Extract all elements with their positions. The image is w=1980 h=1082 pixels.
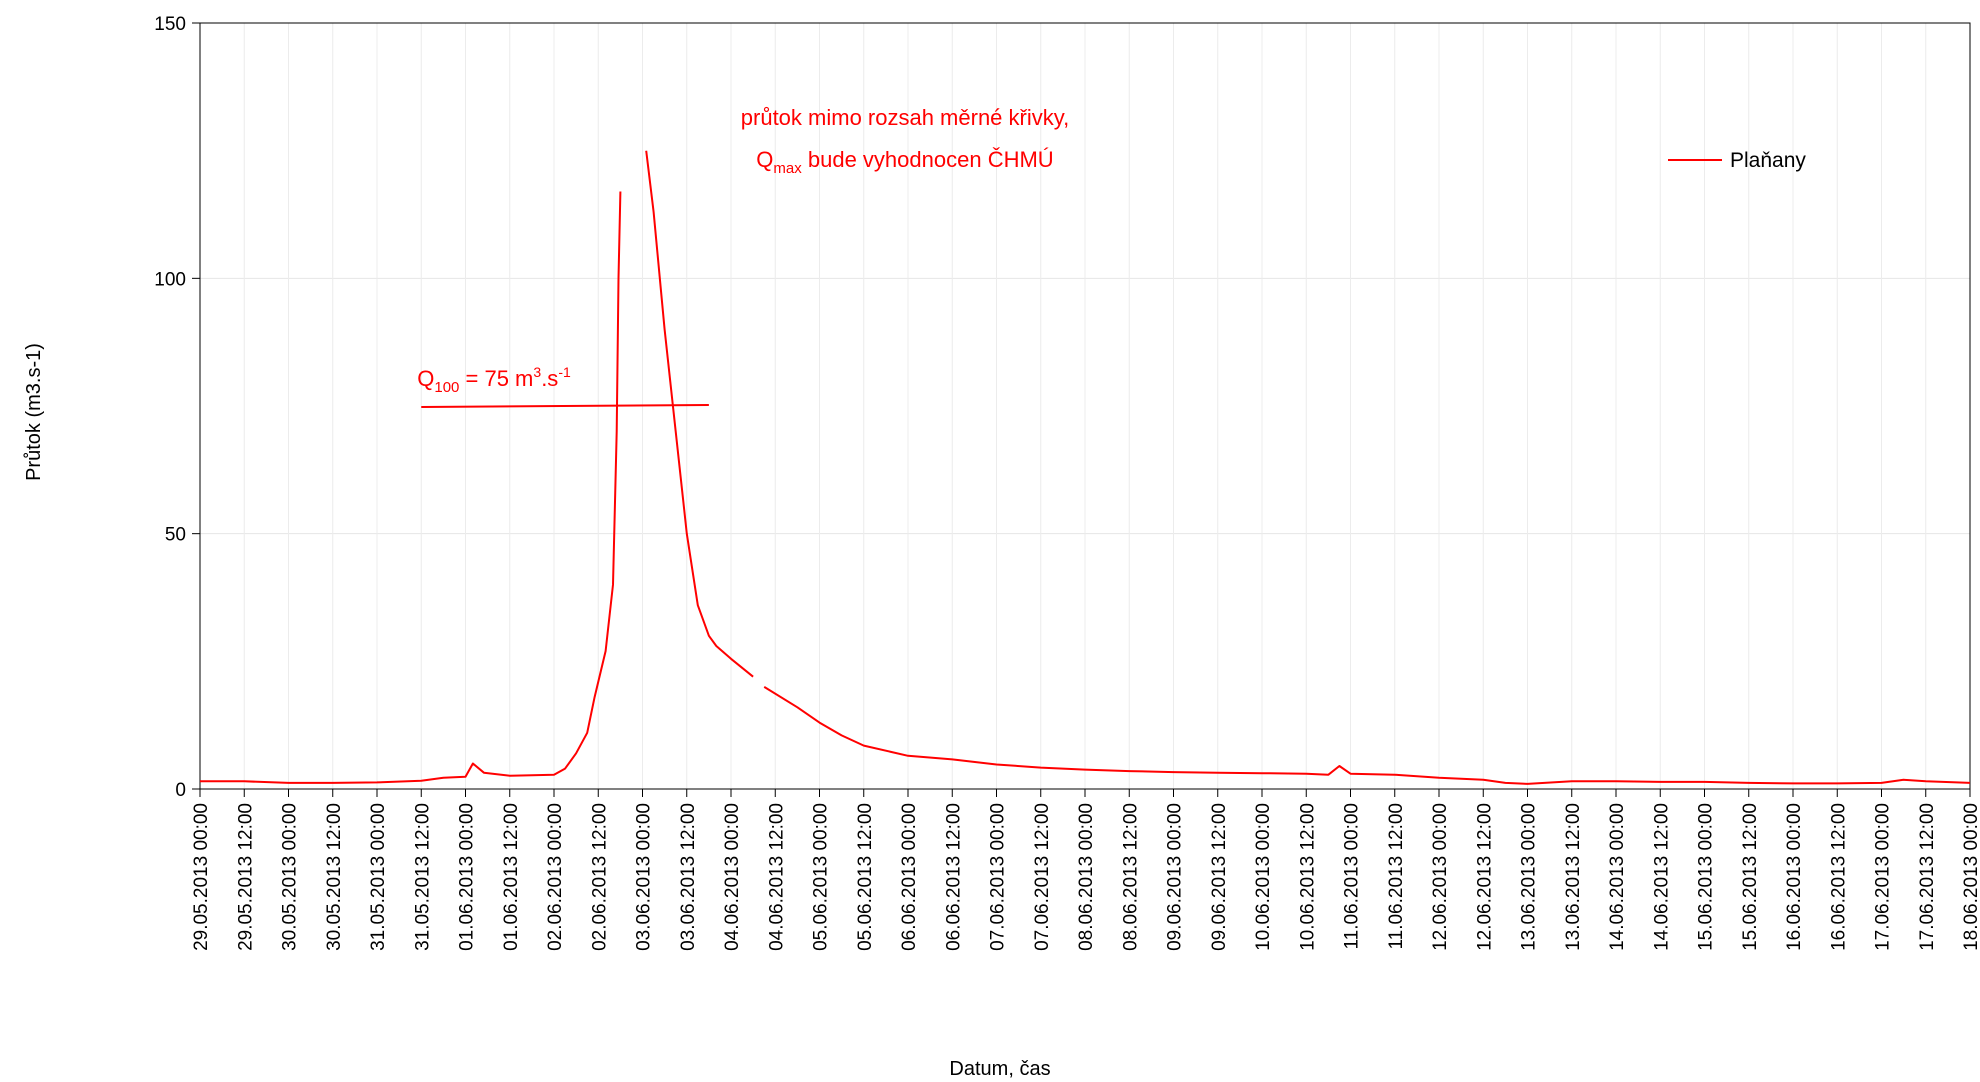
annotations: Q100 = 75 m3.s-1 průtok mimo rozsah měrn…	[417, 105, 1069, 408]
x-tick-label: 14.06.2013 00:00	[1607, 803, 1628, 951]
x-tick-label: 29.05.2013 00:00	[191, 803, 212, 951]
y-axis-ticks: 0 50 100 150	[154, 14, 200, 801]
x-tick-label: 29.05.2013 12:00	[235, 803, 256, 951]
x-tick-label: 09.06.2013 00:00	[1165, 803, 1186, 951]
x-tick-label: 15.06.2013 00:00	[1696, 803, 1717, 951]
y-tick-label: 50	[165, 525, 186, 546]
legend: Plaňany	[1668, 149, 1806, 172]
x-tick-label: 18.06.2013 00:00	[1961, 803, 1980, 951]
x-tick-label: 05.06.2013 12:00	[855, 803, 876, 951]
note-line-2: Qmax bude vyhodnocen ČHMÚ	[756, 147, 1053, 177]
x-tick-label: 10.06.2013 00:00	[1253, 803, 1274, 951]
x-tick-label: 09.06.2013 12:00	[1209, 803, 1230, 951]
x-tick-label: 03.06.2013 00:00	[634, 803, 655, 951]
x-axis-title: Datum, čas	[949, 1058, 1050, 1080]
series-layer	[200, 150, 1971, 785]
x-tick-label: 04.06.2013 00:00	[722, 803, 743, 951]
x-tick-label: 02.06.2013 12:00	[589, 803, 610, 951]
series-line-segment	[645, 150, 754, 678]
x-tick-label: 16.06.2013 00:00	[1784, 803, 1805, 951]
x-tick-label: 07.06.2013 00:00	[988, 803, 1009, 951]
x-tick-label: 10.06.2013 12:00	[1297, 803, 1318, 951]
x-tick-label: 31.05.2013 00:00	[368, 803, 389, 951]
y-axis-title: Průtok (m3.s-1)	[23, 343, 45, 481]
x-tick-label: 30.05.2013 12:00	[324, 803, 345, 951]
x-tick-label: 12.06.2013 12:00	[1474, 803, 1495, 951]
x-tick-label: 15.06.2013 12:00	[1740, 803, 1761, 951]
x-tick-label: 08.06.2013 00:00	[1076, 803, 1097, 951]
x-tick-label: 05.06.2013 00:00	[811, 803, 832, 951]
note-line-1: průtok mimo rozsah měrné křivky,	[741, 105, 1069, 130]
x-tick-label: 02.06.2013 00:00	[545, 803, 566, 951]
q100-label: Q100 = 75 m3.s-1	[417, 364, 571, 396]
x-tick-label: 30.05.2013 00:00	[280, 803, 301, 951]
q100-line	[421, 404, 709, 408]
series-line-segment	[763, 686, 1971, 785]
x-tick-label: 11.06.2013 00:00	[1342, 803, 1363, 950]
x-tick-label: 06.06.2013 12:00	[943, 803, 964, 951]
x-tick-label: 13.06.2013 00:00	[1519, 803, 1540, 951]
y-tick-label: 100	[154, 269, 186, 290]
legend-label: Plaňany	[1730, 149, 1806, 172]
x-tick-label: 03.06.2013 12:00	[678, 803, 699, 951]
x-tick-label: 16.06.2013 12:00	[1828, 803, 1849, 951]
x-tick-label: 01.06.2013 00:00	[457, 803, 478, 951]
x-tick-label: 17.06.2013 12:00	[1917, 803, 1938, 951]
x-tick-label: 17.06.2013 00:00	[1873, 803, 1894, 951]
x-tick-label: 14.06.2013 12:00	[1651, 803, 1672, 951]
x-tick-label: 31.05.2013 12:00	[412, 803, 433, 951]
x-tick-label: 06.06.2013 00:00	[899, 803, 920, 951]
x-tick-label: 07.06.2013 12:00	[1032, 803, 1053, 951]
y-tick-label: 0	[175, 780, 186, 801]
y-tick-label: 150	[154, 14, 186, 35]
x-tick-label: 01.06.2013 12:00	[501, 803, 522, 951]
series-line-segment	[200, 191, 622, 784]
x-axis-ticks: 29.05.2013 00:00 29.05.2013 12:00 30.05.20…	[191, 789, 1980, 951]
x-tick-label: 08.06.2013 12:00	[1120, 803, 1141, 951]
x-tick-label: 04.06.2013 12:00	[766, 803, 787, 951]
x-tick-label: 13.06.2013 12:00	[1563, 803, 1584, 951]
x-tick-label: 11.06.2013 12:00	[1386, 803, 1407, 950]
x-tick-label: 12.06.2013 00:00	[1430, 803, 1451, 951]
